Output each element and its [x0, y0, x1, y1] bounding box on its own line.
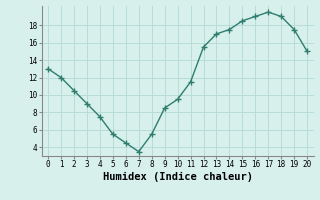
- X-axis label: Humidex (Indice chaleur): Humidex (Indice chaleur): [103, 172, 252, 182]
